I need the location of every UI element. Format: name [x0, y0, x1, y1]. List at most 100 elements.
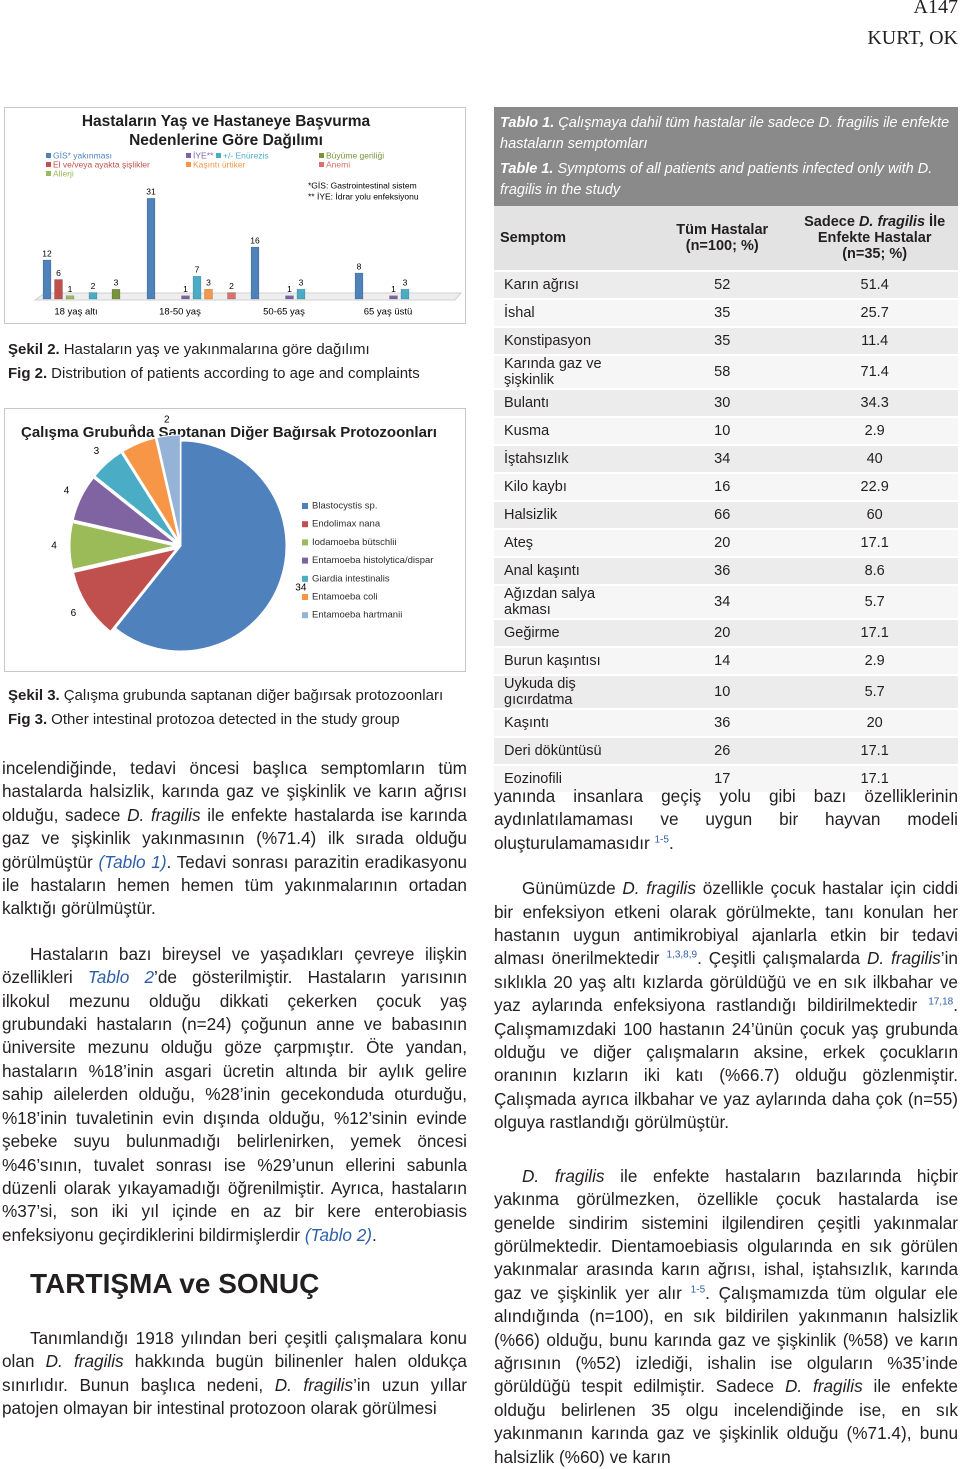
symptom-cell: Konstipasyon	[494, 327, 654, 356]
percent-cell: 34	[653, 585, 792, 620]
slice-value-label: 6	[71, 608, 77, 619]
percent-cell: 17.1	[791, 737, 958, 766]
legend-swatch	[216, 153, 221, 158]
x-tick-label: 65 yaş üstü	[364, 307, 413, 318]
text-run: Tanımlandığı 1918 yılından beri çeşitli …	[2, 1328, 467, 1372]
left-column-continued: Tanımlandığı 1918 yılından beri çeşitli …	[2, 1327, 467, 1421]
bar	[400, 289, 410, 300]
bar	[204, 289, 213, 300]
symptom-cell: Ateş	[494, 529, 654, 558]
legend-swatch	[302, 557, 308, 564]
bar	[111, 289, 121, 300]
bar	[227, 292, 236, 300]
authors: KURT, OK	[867, 27, 958, 49]
bar-value-label: 3	[403, 278, 408, 288]
figure-2: GİS* yakınması 12 31 16 8 El ve/veya ayakta ş…	[4, 107, 466, 324]
legend-swatch	[319, 153, 324, 158]
caption-label: Şekil 2.	[8, 341, 60, 358]
paragraph: Tanımlandığı 1918 yılından beri çeşitli …	[2, 1327, 467, 1421]
percent-cell: 60	[791, 501, 958, 530]
legend-swatch	[46, 162, 51, 167]
legend-label: Blastocystis sp.	[312, 501, 377, 512]
bar	[65, 295, 75, 300]
right-column: yanında insanlara geçiş yolu gibi bazı ö…	[494, 785, 958, 1469]
legend-swatch	[186, 162, 191, 167]
pie-slice	[156, 434, 181, 541]
page-number: A147	[913, 0, 958, 18]
legend-swatch	[302, 594, 308, 600]
section-heading-box: TARTIŞMA ve SONUÇ	[30, 1268, 319, 1300]
italic-text: D. fragilis	[274, 1374, 354, 1395]
figure-caption-en: Fig 2. Distribution of patients according…	[8, 365, 420, 382]
percent-cell: 5.7	[791, 585, 958, 620]
percent-cell: 52	[653, 271, 792, 300]
bar	[285, 295, 294, 300]
symptom-cell: Deri döküntüsü	[494, 737, 654, 766]
cross-reference[interactable]: (Tablo 2)	[304, 1224, 373, 1245]
text-run: . Çeşitli çalışmalarda	[697, 948, 867, 969]
text-run: hakkında bugün bilinenler halen oldukça …	[2, 1351, 467, 1395]
table: Semptom Tüm Hastalar (n=100; %) Sadece D. …	[494, 206, 958, 794]
caption-text: Çalışma grubunda saptanan diğer bağırsak…	[63, 687, 444, 704]
bar	[192, 276, 202, 300]
caption-text: Distribution of patients according to ag…	[51, 365, 420, 382]
column-header: Tüm Hastalar (n=100; %)	[653, 206, 792, 272]
legend-label: Iodamoeba bütschlii	[312, 537, 397, 548]
italic-text: D. fragilis	[522, 1165, 605, 1186]
symptom-cell: Kaşıntı	[494, 709, 654, 738]
citation: 1-5	[690, 1283, 706, 1295]
caption-label: Fig 2.	[8, 365, 48, 382]
text-run: ile enfekte hastaların bazılarında hiçbi…	[494, 1165, 958, 1303]
legend-label: Kaşıntı ürtiker	[193, 159, 246, 169]
legend-swatch	[302, 539, 308, 546]
legend-label: Büyüme geriliği	[326, 150, 384, 160]
percent-cell: 17.1	[791, 765, 958, 794]
cross-reference[interactable]: (Tablo 1)	[98, 851, 167, 872]
bar	[389, 295, 398, 300]
text-run: Hastaların bazı bireysel ve yaşadıkları …	[2, 943, 467, 988]
paragraph: D. fragilis ile enfekte hastaların bazıl…	[494, 1165, 958, 1469]
paragraph: Günümüzde D. fragilis özellikle çocuk ha…	[494, 877, 958, 1134]
table-row: Ateş 20 17.1	[494, 529, 958, 558]
figure-caption: Şekil 3. Çalışma grubunda saptanan diğer …	[8, 687, 443, 704]
text-run: in the study	[541, 182, 621, 198]
cross-reference[interactable]: Tablo 2	[87, 967, 155, 988]
italic-text: D. fragilis	[500, 161, 933, 198]
pie-slice	[69, 522, 176, 570]
citation: 1-5	[654, 834, 669, 846]
caption-text: Other intestinal protozoa detected in th…	[51, 711, 400, 728]
percent-cell: 2.9	[791, 417, 958, 446]
text-run: ’in uzun yıllar patojen olmayan bir inte…	[2, 1374, 467, 1419]
legend-label: Allerji	[53, 168, 74, 178]
text-run: Sadece	[804, 214, 859, 230]
percent-cell: 26	[653, 737, 792, 766]
paragraph: Hastaların bazı bireysel ve yaşadıkları …	[2, 943, 467, 1247]
legend-label: GİS* yakınması	[53, 150, 112, 160]
text-run: incelendiğinde, tedavi öncesi başlıca se…	[2, 758, 467, 825]
symptom-cell: Karında gaz ve şişkinlik	[494, 355, 654, 390]
symptom-cell: Eozinofili	[494, 765, 654, 794]
percent-cell: 10	[653, 417, 792, 446]
bar	[88, 292, 98, 300]
table-row: Geğirme 20 17.1	[494, 619, 958, 648]
pie-chart: Çalışma Grubunda Saptanan Diğer Bağırsak…	[21, 414, 437, 652]
table-row: Kusma 10 2.9	[494, 417, 958, 446]
percent-cell: 17	[653, 765, 792, 794]
bar	[296, 289, 306, 300]
symptom-cell: İshal	[494, 299, 654, 328]
percent-cell: 11.4	[791, 327, 958, 356]
percent-cell: 40	[791, 445, 958, 474]
percent-cell: 17.1	[791, 529, 958, 558]
percent-cell: 22.9	[791, 473, 958, 502]
bar-value-label: 8	[357, 261, 362, 271]
floor	[33, 292, 463, 301]
table-row: Burun kaşıntısı 14 2.9	[494, 647, 958, 676]
table-row: Bulantı 30 34.3	[494, 389, 958, 418]
symptom-cell: İştahsızlık	[494, 445, 654, 474]
table-row: Kilo kaybı 16 22.9	[494, 473, 958, 502]
text-run: Günümüzde	[522, 878, 623, 899]
bar	[54, 279, 63, 300]
table-row: İshal 35 25.7	[494, 299, 958, 328]
text-run: ’in sıklıkla 20 yaş altı kızlarda görüld…	[494, 948, 958, 1016]
